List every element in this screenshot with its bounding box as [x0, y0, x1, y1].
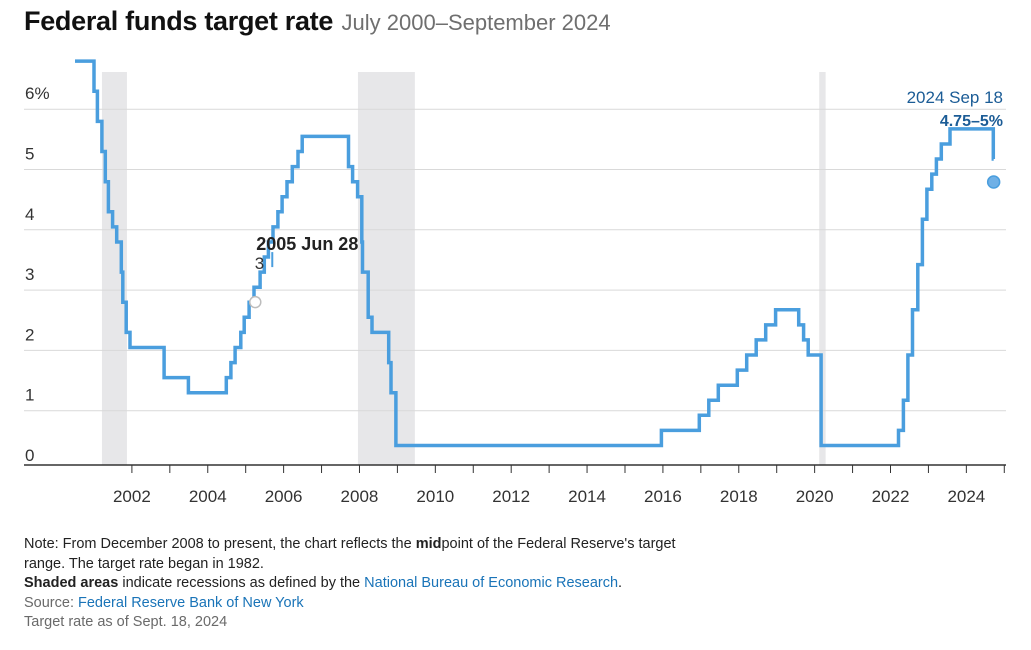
x-tick-label: 2022 — [872, 487, 910, 506]
annotation-point-2024 — [986, 175, 1001, 189]
note-shaded-bold: Shaded areas — [24, 575, 119, 591]
note-line-1: Note: From December 2008 to present, the… — [24, 535, 676, 555]
annotation-date-2005: 2005 Jun 28 — [256, 234, 358, 254]
x-tick-label: 2018 — [720, 487, 758, 506]
note-shaded-text: indicate recessions as defined by the — [118, 575, 365, 591]
y-tick-label: 6% — [25, 84, 50, 103]
x-tick-label: 2004 — [189, 487, 227, 506]
y-tick-label: 0 — [25, 446, 34, 465]
chart-title: Federal funds target rate — [24, 6, 334, 36]
x-tick-label: 2014 — [568, 487, 606, 506]
recession-band — [819, 72, 826, 465]
x-tick-label: 2008 — [341, 487, 379, 506]
note-bold-mid: mid — [415, 536, 442, 552]
as-of-line: Target rate as of Sept. 18, 2024 — [24, 614, 228, 630]
source-link[interactable]: Federal Reserve Bank of New York — [78, 594, 304, 611]
x-tick-label: 2006 — [265, 487, 303, 506]
source-line: Source: Federal Reserve Bank of New York — [24, 594, 676, 614]
x-tick-label: 2012 — [492, 487, 530, 506]
note-shaded: Shaded areas indicate recessions as defi… — [24, 574, 676, 594]
annotation-date-2024: 2024 Sep 18 — [907, 88, 1003, 107]
chart-header: Federal funds target rate July 2000–Sept… — [24, 6, 611, 37]
annotation-point-2005 — [249, 295, 262, 309]
note-line-2: range. The target rate began in 1982. — [24, 555, 264, 572]
recession-band — [101, 72, 127, 465]
annotation-value-2024: 4.75–5% — [940, 113, 1003, 130]
x-tick-label: 2016 — [644, 487, 682, 506]
x-axis-ticks: 2002 2004 2006 2008 2010 2012 2014 2016 2018 2020… — [113, 465, 1005, 506]
recession-bands — [101, 72, 826, 465]
y-tick-label: 4 — [25, 205, 34, 224]
y-tick-label: 3 — [25, 265, 34, 284]
recession-band — [357, 72, 415, 465]
y-axis-ticks: 0 1 2 3 4 5 6% — [25, 84, 50, 465]
note-period: . — [618, 575, 623, 591]
series-lines — [75, 59, 996, 448]
nber-link[interactable]: National Bureau of Economic Research — [364, 575, 619, 591]
chart-subtitle: July 2000–September 2024 — [341, 10, 611, 35]
x-tick-label: 2010 — [416, 487, 454, 506]
note-text-after: point of the Federal Reserve's target — [441, 536, 676, 552]
series-line — [75, 59, 996, 448]
gridlines — [24, 108, 1006, 466]
note-text: Note: From December 2008 to present, the… — [24, 536, 416, 552]
x-tick-label: 2002 — [113, 487, 151, 506]
chart-notes: Note: From December 2008 to present, the… — [24, 535, 676, 633]
y-tick-label: 5 — [25, 145, 34, 164]
line-chart: 0 1 2 3 4 5 6% 2002 2004 2006 2008 2010 2012 2014 201… — [24, 59, 1006, 506]
x-tick-label: 2024 — [947, 487, 985, 506]
y-tick-label: 2 — [25, 325, 34, 344]
annotation-value-2005: 3 — [255, 254, 264, 273]
x-tick-label: 2020 — [796, 487, 834, 506]
source-label: Source: — [24, 594, 78, 611]
y-tick-label: 1 — [25, 386, 34, 405]
annotations: 3 2005 Jun 28 2024 Sep 18 4.75–5% — [249, 88, 1003, 309]
